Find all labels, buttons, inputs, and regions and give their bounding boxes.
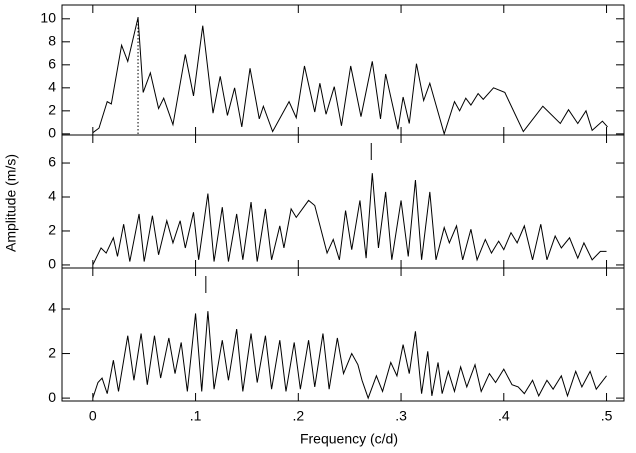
y-tick-label: 6	[48, 154, 56, 170]
x-tick-label: .2	[292, 408, 304, 424]
y-tick-label: 4	[48, 300, 56, 316]
x-tick-label: .1	[190, 408, 202, 424]
amplitude-line	[92, 173, 607, 266]
y-tick-label: 8	[48, 33, 56, 49]
x-tick-label: .3	[395, 408, 407, 424]
x-axis-label: Frequency (c/d)	[300, 431, 398, 447]
panel-frame	[61, 267, 625, 402]
x-tick-label: 0	[89, 408, 97, 424]
amplitude-line	[92, 311, 607, 400]
y-tick-label: 4	[48, 188, 56, 204]
y-tick-label: 2	[48, 344, 56, 360]
y-axis-label: Amplitude (m/s)	[3, 154, 19, 252]
y-tick-label: 6	[48, 56, 56, 72]
x-tick-label: .4	[498, 408, 510, 424]
amplitude-line	[92, 17, 608, 136]
y-tick-label: 2	[48, 222, 56, 238]
y-tick-label: 0	[48, 256, 56, 272]
y-tick-label: 10	[40, 10, 56, 26]
y-tick-label: 0	[48, 125, 56, 141]
y-tick-label: 4	[48, 79, 56, 95]
x-tick-label: .5	[601, 408, 613, 424]
y-tick-label: 0	[48, 389, 56, 405]
y-tick-label: 2	[48, 102, 56, 118]
